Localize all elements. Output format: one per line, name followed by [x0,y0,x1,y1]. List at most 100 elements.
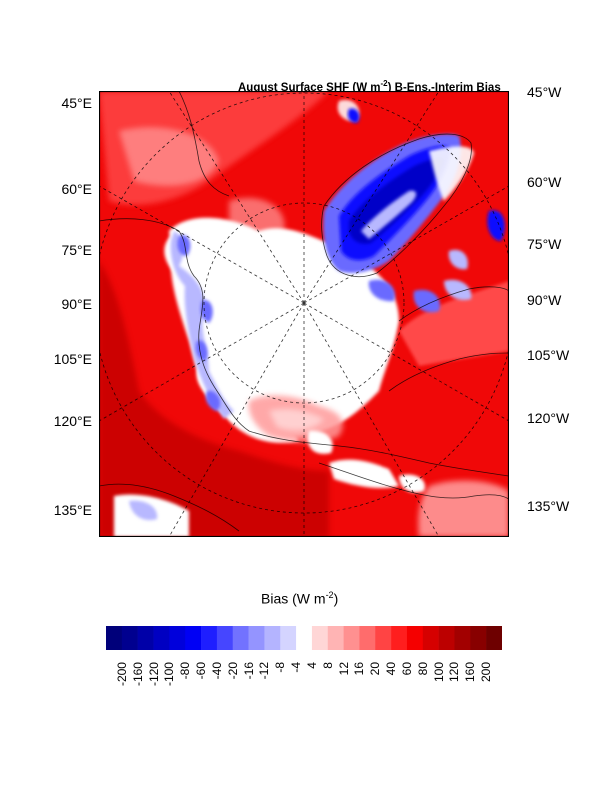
colorbar-box [470,626,487,650]
colorbar-tick-label: 160 [463,662,478,683]
polar-bias-map [99,91,509,537]
colorbar-tick-label: 120 [447,662,462,683]
bering-white-2 [329,459,399,489]
lon-label-75e: 75°E [61,242,92,258]
colorbar-tick-label: -120 [146,662,161,687]
kara-white [164,236,299,443]
arch-blue-3 [368,279,395,302]
colorbar-box [169,626,186,650]
map-canvas [99,91,509,537]
colorbar-box [248,626,265,650]
colorbar-tick-label: -40 [209,662,224,680]
blue-dot-3 [195,340,208,361]
colorbar-box [375,626,392,650]
colorbar-tick-label: 12 [336,662,351,676]
colorbar-tick-label: -100 [162,662,177,687]
map-frame [99,91,509,537]
lon-label-45w: 45°W [527,84,562,100]
cbar-title-pre: Bias (W m [261,590,326,607]
colorbar-box [280,626,297,650]
siberian-blue-fringe [170,231,234,419]
scandinavia-coast [178,91,230,197]
colorbar-tick-label: -12 [257,662,272,680]
colorbar-tick-label: -160 [130,662,145,687]
blue-dot-4 [205,390,221,411]
colorbar-tick-label: 60 [399,662,414,676]
arch-blue-4 [487,210,505,241]
graticule [99,91,509,537]
alaska-light-red [418,480,509,537]
colorbar-tick-label: 100 [431,662,446,683]
ellesmere-coast [398,286,509,322]
colorbar-box [486,626,503,650]
colorbar-tick-label: -60 [194,662,209,680]
chukotka-coast [99,483,240,532]
colorbar-box [391,626,408,650]
cbar-title-post: ) [333,590,339,607]
colorbar-tick-label: -4 [289,662,304,673]
colorbar-box [327,626,344,650]
colorbar-box [438,626,455,650]
colorbar-svg [106,626,503,650]
greenland-coast [321,133,472,277]
colorbar-tick-label: -8 [273,662,288,673]
colorbar-tick-label: 200 [479,662,494,683]
lon-label-135w: 135°W [527,498,570,514]
colorbar-box [454,626,471,650]
colorbar-box [106,626,123,650]
lon-label-120w: 120°W [527,410,570,426]
colorbar-tick-label: 16 [352,662,367,676]
colorbar [106,626,503,650]
east-siberia-white [307,430,333,454]
colorbar-box [137,626,154,650]
title-pre: August Surface SHF (W m [238,81,381,94]
colorbar-box [216,626,234,650]
title-post: ) B-Ens.-Interim Bias [387,81,501,94]
colorbar-tick-label: 4 [304,662,319,669]
colorbar-box [359,626,376,650]
colorbar-title: Bias (W m-2) [261,590,338,607]
colorbar-box [201,626,218,650]
greenland-inner-light-blue [361,190,417,239]
colorbar-tick-label: 80 [415,662,430,676]
beaufort-pale-red [269,408,324,431]
colorbar-tick-label: -20 [225,662,240,680]
dark-red-siberia [99,261,329,537]
colorbar-tick-label: 40 [384,662,399,676]
colorbar-box [343,626,360,650]
colorbar-box [153,626,170,650]
colorbar-tick-label: -80 [178,662,193,680]
lon-label-135e: 135°E [53,502,92,518]
colorbar-box [232,626,249,650]
colorbar-box [406,626,424,650]
colorbar-box [185,626,202,650]
canada-archipelago-mix [399,281,509,366]
plot-title: August Surface SHF (W m-2) B-Ens.-Interi… [238,79,501,94]
siberian-coast [99,218,509,477]
colorbar-box [121,626,138,650]
coastlines [99,91,509,532]
ne-blue-dot [347,108,360,123]
arch-blue-1 [413,289,440,313]
arch-blue-5 [448,249,468,270]
light-red-patch-1 [119,127,219,186]
colorbar-tick-label: 20 [368,662,383,676]
colorbar-tick-label: -16 [241,662,256,680]
lon-label-45e: 45°E [61,95,92,111]
lon-label-60w: 60°W [527,174,562,190]
lon-label-60e: 60°E [61,181,92,197]
lon-label-105e: 105°E [53,351,92,367]
colorbar-tick-label: -200 [114,662,129,687]
lon-label-90e: 90°E [61,296,92,312]
parallel-80 [203,202,405,404]
greenland-east-white [429,146,474,201]
colorbar-tick-label: 8 [320,662,335,669]
title-sup: -2 [380,79,388,88]
colorbar-box [311,626,329,650]
cbar-title-sup: -2 [325,590,334,600]
colorbar-box [422,626,439,650]
lon-label-90w: 90°W [527,292,562,308]
blue-dot-2 [200,300,213,323]
canada-coast [388,352,509,392]
lon-label-75w: 75°W [527,236,562,252]
